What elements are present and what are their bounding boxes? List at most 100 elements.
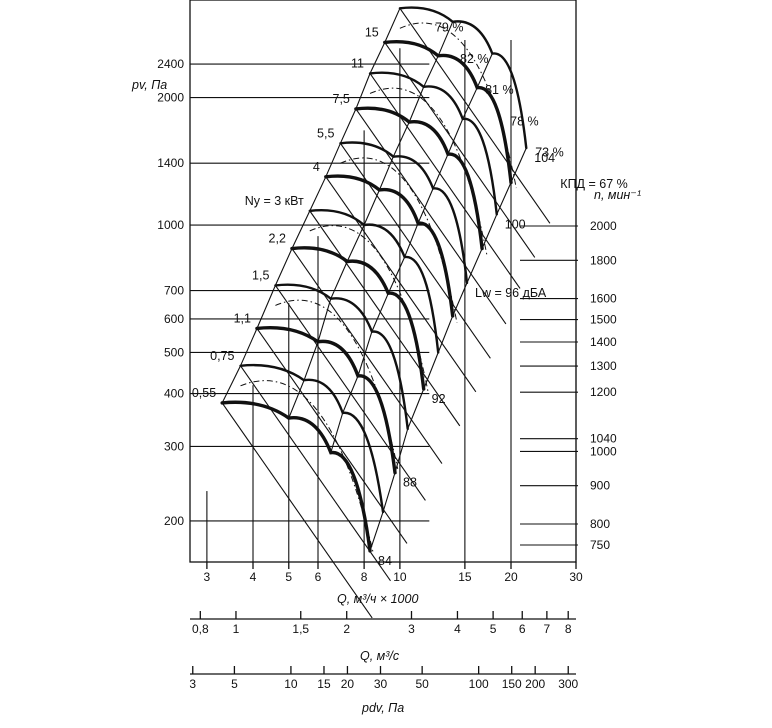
labels-layer: 3 4 5 6 8 10 15 20 30 200 300 400 500 600 700 1000 1400 2… [157,0,627,584]
power-line-9 [369,73,521,289]
sec1-tick-label-4: 3 [408,622,415,636]
power-label-6: 4 [313,160,320,174]
noise-label-2: 92 [432,392,446,406]
power-line-1 [240,365,391,582]
optimum-curve-3 [275,299,399,469]
y-tick-label-8: 2000 [157,91,184,105]
fan-curve-0 [220,400,372,553]
rpm-label-10: 1800 [590,253,617,267]
power-label-8: 7,5 [333,92,350,106]
optimum-curve-11 [399,22,517,189]
efficiency-ray-3 [369,147,527,552]
secondary-scale-pdv-label: pdv, Па [361,701,404,715]
rpm-label-5: 1200 [590,385,617,399]
power-label-1: 0,75 [210,349,234,363]
power-line-7 [339,142,491,359]
rpm-label-6: 1300 [590,359,617,373]
rpm-label-7: 1400 [590,335,617,349]
fan-curve-10 [383,40,513,185]
efficiency-ray-0 [221,8,401,404]
sec2-tick-label-2: 10 [284,677,298,691]
sec2-tick-label-10: 300 [558,677,578,691]
power-label-2: 1,1 [234,311,251,325]
fan-curve-11 [398,6,528,150]
x-tick-label-0: 3 [204,570,211,584]
fan-curves-layer [220,6,528,553]
efficiency-label-3: 81 % [485,83,514,97]
sec2-tick-label-0: 3 [189,677,196,691]
sec2-tick-label-3: 15 [317,677,331,691]
x-tick-label-5: 10 [393,570,407,584]
rpm-label-1: 800 [590,517,610,531]
optimum-curve-1 [240,380,374,553]
power-line-11 [399,7,551,224]
y-axis-label: pv, Па [131,78,167,92]
power-line-4 [291,248,443,464]
y-tick-label-3: 500 [164,345,184,359]
fan-curve-4 [290,246,426,391]
fan-curve-1 [239,363,385,514]
rpm-label-9: 1600 [590,292,617,306]
grid-layer [190,7,578,619]
y-tick-label-0: 200 [164,514,184,528]
fan-curve-9 [368,71,498,216]
fan-curve-6 [324,174,455,318]
x-tick-label-7: 20 [504,570,518,584]
power-label-4: 2,2 [269,232,286,246]
secondary-scale-dynamic-pressure: 3 5 10 15 20 30 50 100 150 200 300 pdv, Па [189,666,579,715]
right-axis-label: n, мин⁻¹ [594,188,641,202]
sec2-tick-label-4: 20 [341,677,355,691]
sec1-tick-label-3: 2 [343,622,350,636]
efficiency-label-2: 82 % [460,52,489,66]
power-label-10: 15 [365,25,379,39]
sec2-tick-label-7: 100 [469,677,489,691]
efficiency-label-6: КПД = 67 % [560,177,627,191]
sec2-tick-label-6: 50 [415,677,429,691]
fan-curve-8 [354,106,484,251]
x-tick-label-8: 30 [569,570,583,584]
optimum-curve-7 [340,157,458,323]
y-tick-label-2: 400 [164,387,184,401]
sec2-tick-label-5: 30 [374,677,388,691]
sec1-tick-label-7: 6 [519,622,526,636]
sec1-tick-label-2: 1,5 [292,622,309,636]
fan-curve-2 [255,325,397,475]
x-tick-label-1: 4 [250,570,257,584]
fan-curve-3 [274,283,409,431]
sec1-tick-label-1: 1 [233,622,240,636]
power-line-3 [274,285,426,501]
y-tick-label-1: 300 [164,439,184,453]
y-tick-label-9: 2400 [157,57,184,71]
x-tick-label-6: 15 [458,570,472,584]
sec1-tick-label-8: 7 [544,622,551,636]
efficiency-label-4: 78 % [510,114,539,128]
rpm-label-4: 1040 [590,432,617,446]
noise-label-1: 88 [403,476,417,490]
power-label-7: 5,5 [317,126,334,140]
x-tick-label-4: 8 [361,570,368,584]
fan-curve-7 [339,141,469,285]
sec1-tick-label-6: 5 [490,622,497,636]
power-label-3: 1,5 [252,268,269,282]
power-line-2 [256,328,408,544]
noise-label-0: 84 [378,554,392,568]
fan-curve-5 [308,209,440,354]
y-tick-label-5: 700 [164,284,184,298]
efficiency-ray-2 [330,53,493,453]
power-line-8 [355,108,507,325]
optimum-curve-9 [369,87,488,255]
rpm-label-0: 750 [590,538,610,552]
x-axis-label: Q, м³/ч × 1000 [337,592,418,606]
x-tick-label-3: 6 [315,570,322,584]
x-tick-label-2: 5 [285,570,292,584]
power-label-0: 0,55 [192,386,216,400]
secondary-scale-flow: 0,8 1 1,5 2 3 4 5 6 7 8 Q, м³/с [190,611,576,663]
rpm-label-8: 1500 [590,313,617,327]
rpm-label-11: 2000 [590,219,617,233]
efficiency-ray-1 [288,21,454,419]
sec1-tick-label-5: 4 [454,622,461,636]
y-tick-label-4: 600 [164,312,184,326]
noise-label-4: 100 [505,217,526,231]
sec1-tick-label-9: 8 [565,622,572,636]
